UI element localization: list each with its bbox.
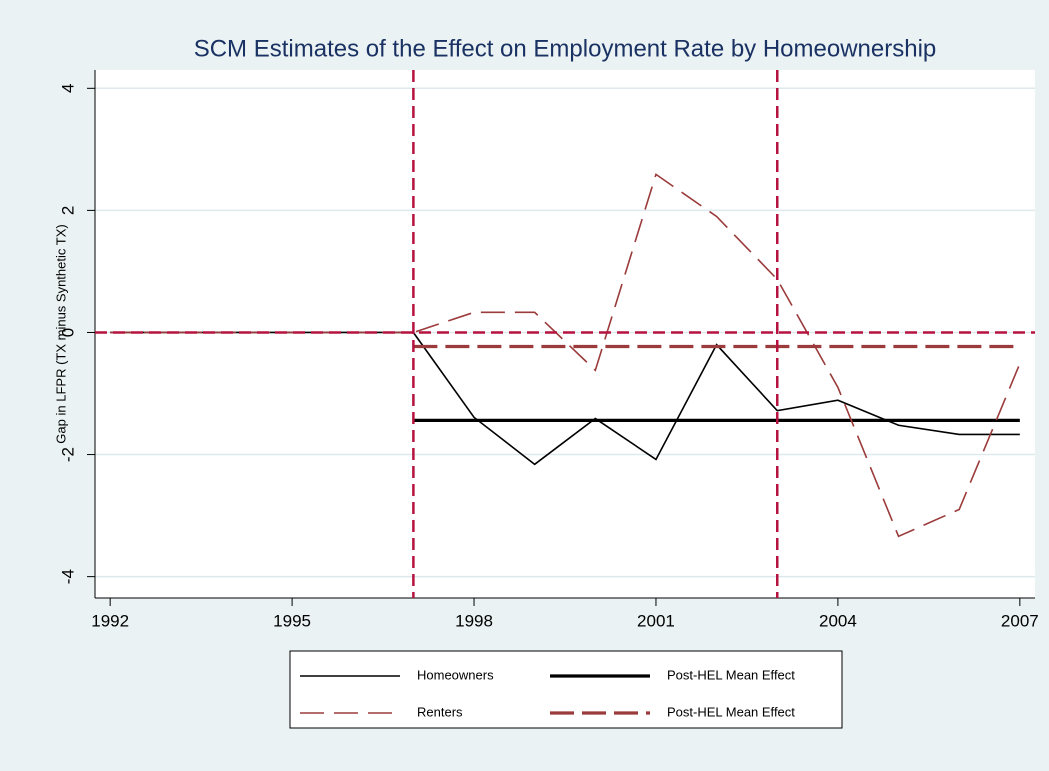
x-tick-label: 2001 (637, 611, 675, 630)
y-tick-label: 2 (58, 206, 77, 215)
x-tick-label: 1998 (455, 611, 493, 630)
chart-title: SCM Estimates of the Effect on Employmen… (194, 35, 937, 62)
y-tick-label: -2 (58, 447, 77, 462)
y-tick-label: 0 (58, 328, 77, 337)
x-tick-label: 2004 (819, 611, 857, 630)
x-tick-label: 1992 (91, 611, 129, 630)
x-tick-label: 2007 (1001, 611, 1039, 630)
y-tick-label: -4 (58, 569, 77, 584)
legend-label: Renters (417, 704, 463, 719)
plot-area (95, 70, 1035, 598)
y-axis-label: Gap in LFPR (TX minus Synthetic TX) (53, 224, 68, 443)
legend-box (289, 650, 843, 729)
y-tick-label: 4 (58, 84, 77, 93)
legend-label: Homeowners (417, 667, 494, 682)
x-tick-label: 1995 (273, 611, 311, 630)
legend-label: Post-HEL Mean Effect (667, 704, 795, 719)
legend-label: Post-HEL Mean Effect (667, 667, 795, 682)
